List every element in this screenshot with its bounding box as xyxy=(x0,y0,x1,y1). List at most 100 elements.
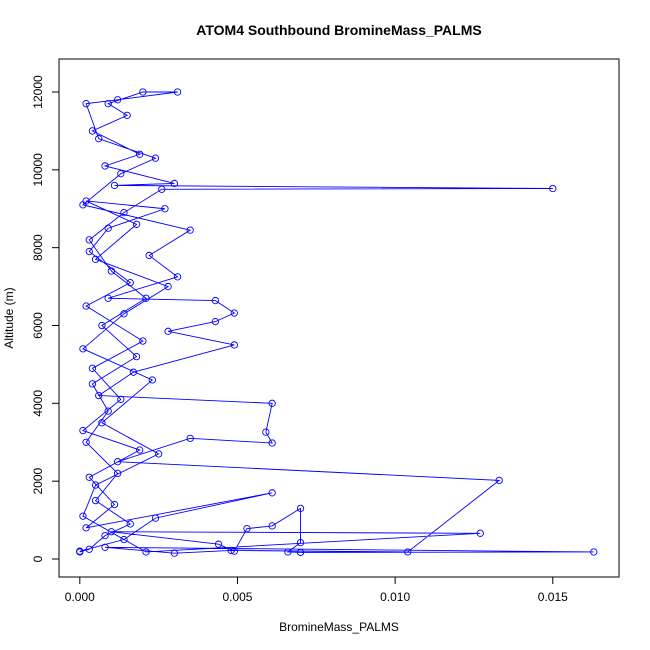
data-point xyxy=(132,352,141,361)
data-point xyxy=(164,327,172,335)
y-axis-label: Altitude (m) xyxy=(2,287,16,348)
data-point xyxy=(98,419,106,427)
chart-title: ATOM4 Southbound BromineMass_PALMS xyxy=(196,22,481,38)
data-point xyxy=(268,522,276,530)
data-point xyxy=(104,224,112,232)
data-point xyxy=(284,548,292,556)
data-point xyxy=(91,481,100,489)
data-point xyxy=(590,548,598,556)
data-point xyxy=(549,184,557,193)
x-tick-label: 0.010 xyxy=(380,590,410,604)
data-point xyxy=(186,226,194,234)
data-point xyxy=(173,273,182,281)
data-point xyxy=(136,446,144,454)
data-point xyxy=(82,302,90,310)
data-point xyxy=(268,489,276,497)
data-point xyxy=(101,162,109,170)
data-point xyxy=(117,170,125,178)
data-point xyxy=(85,247,93,256)
data-point xyxy=(82,197,90,205)
data-point xyxy=(268,399,276,407)
data-point xyxy=(296,538,305,547)
data-point xyxy=(113,96,122,104)
data-point xyxy=(79,426,87,435)
data-point xyxy=(120,208,128,217)
data-point xyxy=(107,528,115,536)
data-point xyxy=(82,524,90,532)
data-point xyxy=(82,438,90,446)
data-point xyxy=(88,380,97,388)
data-point xyxy=(91,496,100,505)
data-point xyxy=(85,473,93,481)
x-axis-label: BromineMass_PALMS xyxy=(279,620,399,634)
data-point xyxy=(170,549,179,557)
data-point xyxy=(230,341,238,349)
data-point xyxy=(88,127,97,135)
data-point xyxy=(79,345,87,353)
data-point xyxy=(148,376,156,384)
data-point xyxy=(404,548,412,556)
data-point xyxy=(110,500,119,509)
data-point xyxy=(101,543,109,551)
y-tick-label: 10000 xyxy=(31,153,45,187)
data-point xyxy=(151,154,160,162)
data-point xyxy=(164,282,172,291)
data-point xyxy=(170,179,179,188)
data-point xyxy=(120,310,128,318)
data-point xyxy=(230,309,238,317)
data-point xyxy=(104,407,112,415)
data-point xyxy=(117,395,125,404)
data-point xyxy=(88,364,97,372)
data-point xyxy=(79,512,87,520)
data-point xyxy=(211,317,220,326)
data-point xyxy=(110,181,119,190)
x-tick-label: 0.000 xyxy=(65,590,95,604)
data-point xyxy=(120,535,128,544)
data-point xyxy=(91,255,100,263)
data-point xyxy=(82,100,90,108)
data-point xyxy=(142,548,150,556)
data-point xyxy=(243,524,251,533)
data-point xyxy=(151,514,160,522)
data-point xyxy=(95,391,103,400)
data-point xyxy=(227,546,235,555)
data-point xyxy=(214,540,223,548)
data-point xyxy=(107,267,115,275)
data-point xyxy=(76,547,84,555)
data-point xyxy=(139,88,147,96)
data-point xyxy=(139,337,147,345)
y-tick-label: 12000 xyxy=(31,75,45,109)
data-point xyxy=(186,434,194,442)
y-tick-label: 4000 xyxy=(31,390,45,417)
data-point xyxy=(268,439,276,447)
data-point xyxy=(98,321,106,330)
data-point xyxy=(104,294,112,302)
data-point xyxy=(495,476,503,485)
data-point xyxy=(262,428,270,436)
data-point xyxy=(161,205,169,213)
data-point xyxy=(129,368,138,376)
data-point xyxy=(230,547,238,555)
data-point xyxy=(85,545,93,553)
data-point xyxy=(132,220,141,228)
data-line xyxy=(79,91,594,554)
data-point xyxy=(113,458,122,466)
data-point xyxy=(126,520,134,528)
data-point xyxy=(296,504,305,513)
x-tick-label: 0.015 xyxy=(538,590,568,604)
data-point xyxy=(173,88,182,96)
y-tick-label: 2000 xyxy=(31,467,45,494)
data-point xyxy=(136,150,144,158)
y-tick-label: 8000 xyxy=(31,234,45,261)
data-point xyxy=(158,185,166,193)
data-point xyxy=(142,294,150,302)
data-point xyxy=(101,531,109,540)
x-tick-label: 0.005 xyxy=(222,590,252,604)
data-point xyxy=(154,450,163,458)
data-point xyxy=(95,135,103,143)
data-point xyxy=(104,100,112,108)
data-point xyxy=(85,236,93,244)
data-point xyxy=(476,529,484,537)
data-point xyxy=(296,548,305,557)
